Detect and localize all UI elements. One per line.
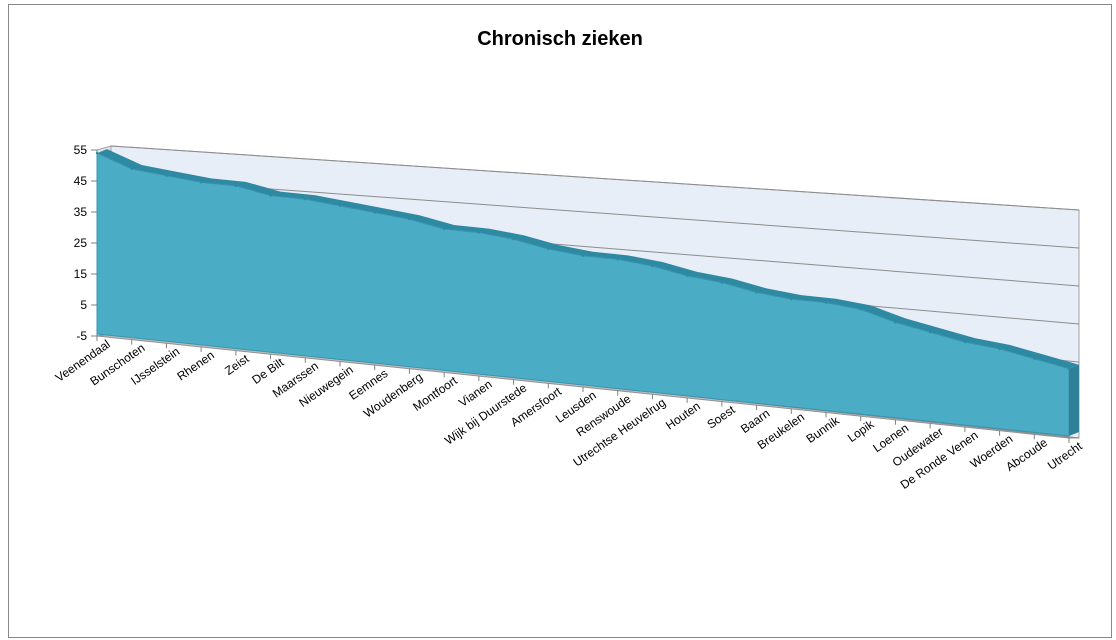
- data-point-14: [547, 247, 550, 251]
- data-point-18: [685, 274, 689, 278]
- series-area: [95, 149, 1079, 437]
- x-tick-label: Utrecht: [1045, 439, 1085, 473]
- data-point-24: [894, 321, 897, 324]
- x-tick-label: Rhenen: [174, 348, 216, 384]
- data-point-1: [95, 151, 99, 155]
- data-point-10: [408, 218, 411, 221]
- data-point-20: [755, 291, 758, 294]
- data-point-9: [373, 211, 376, 214]
- x-tick-label: Houten: [663, 399, 703, 433]
- data-point-2: [130, 167, 133, 171]
- data-point-17: [651, 264, 654, 268]
- data-point-23: [859, 308, 862, 311]
- data-point-7: [304, 198, 307, 201]
- area-top-surface: [97, 149, 1079, 369]
- y-tick-label: 25: [74, 236, 88, 250]
- x-tick-label: Zeist: [222, 351, 252, 378]
- data-point-28: [1033, 357, 1036, 360]
- data-point-29: [1067, 367, 1071, 370]
- data-point-12: [477, 231, 481, 234]
- data-point-4: [199, 181, 203, 184]
- data-point-26: [963, 340, 967, 344]
- data-point-16: [616, 258, 619, 261]
- data-point-25: [928, 331, 932, 334]
- data-point-19: [720, 281, 724, 284]
- gridline: [110, 145, 1080, 211]
- y-tick-label: 55: [74, 143, 88, 157]
- area-side-face: [1069, 364, 1079, 436]
- y-axis: -5 5 15 25 35 45 55: [74, 143, 98, 343]
- data-point-13: [512, 238, 515, 241]
- x-tick-label: Bunnik: [804, 413, 843, 446]
- chart-title: Chronisch zieken: [477, 28, 643, 50]
- data-point-5: [234, 184, 238, 188]
- data-point-11: [442, 227, 446, 231]
- x-tick-label: Soest: [704, 402, 738, 431]
- data-point-22: [824, 301, 828, 304]
- data-point-8: [338, 204, 342, 208]
- data-point-27: [998, 347, 1001, 351]
- y-tick-label: -5: [76, 329, 87, 343]
- gridline: [110, 176, 1080, 249]
- data-point-3: [165, 174, 168, 177]
- data-point-6: [269, 194, 272, 197]
- y-tick-label: 5: [80, 298, 87, 312]
- data-point-15: [581, 254, 585, 257]
- y-tick-label: 35: [74, 205, 88, 219]
- chart-frame: Chronisch zieken -5 5 15 25 35 45 55 Veenendaa…: [8, 4, 1112, 638]
- y-tick-label: 45: [74, 174, 88, 188]
- y-tick-label: 15: [74, 267, 88, 281]
- data-point-21: [790, 297, 793, 301]
